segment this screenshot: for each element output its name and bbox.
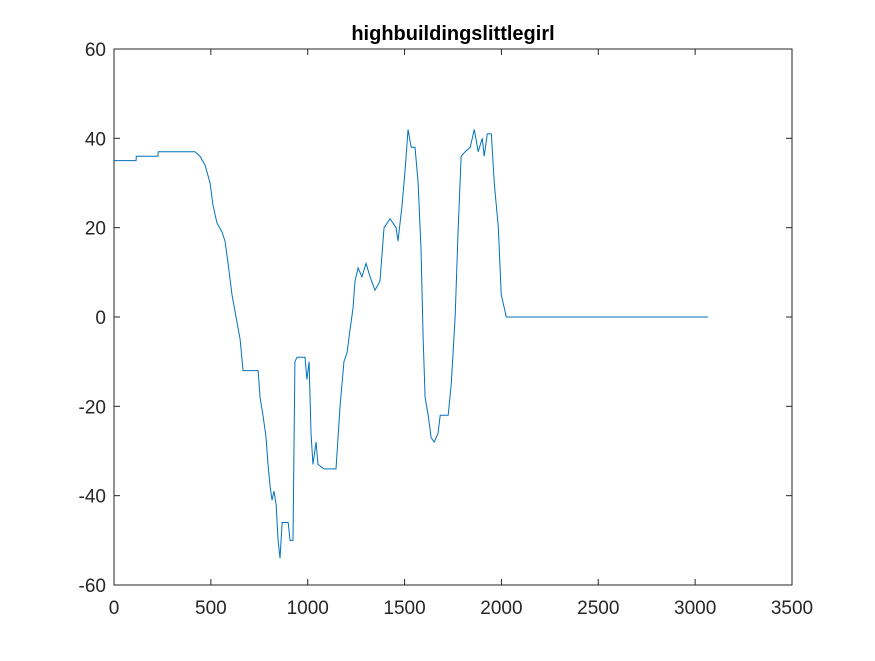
y-tick-label: 20 <box>85 219 106 240</box>
x-tick-label: 1500 <box>383 598 425 619</box>
y-tick-label: 0 <box>95 308 106 329</box>
y-tick-label: -20 <box>79 397 106 418</box>
x-tick-label: 500 <box>195 598 227 619</box>
x-tick-label: 1000 <box>287 598 329 619</box>
x-tick-label: 0 <box>109 598 120 619</box>
y-tick-label: -40 <box>79 487 106 508</box>
y-tick-label: -60 <box>79 576 106 597</box>
x-tick-label: 3000 <box>674 598 716 619</box>
x-tick-label: 2000 <box>480 598 522 619</box>
chart-title: highbuildingslittlegirl <box>351 23 554 45</box>
x-tick-label: 2500 <box>577 598 619 619</box>
y-tick-label: 40 <box>85 129 106 150</box>
line <box>114 129 709 559</box>
y-tick-label: 60 <box>85 40 106 61</box>
x-tick-label: 3500 <box>771 598 813 619</box>
